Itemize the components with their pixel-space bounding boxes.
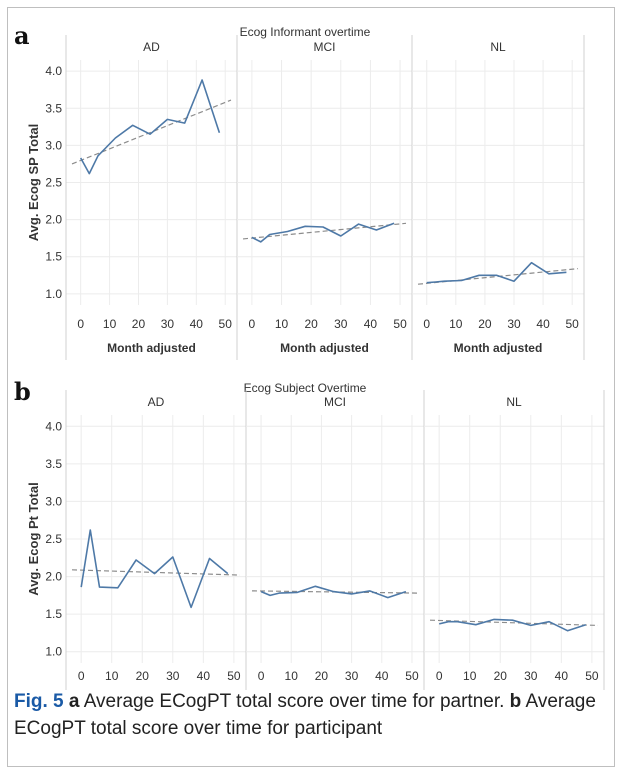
y-tick-label: 3.5: [45, 457, 62, 471]
facet-header-ad: AD: [148, 395, 165, 409]
y-tick-label: 3.0: [45, 494, 62, 508]
x-tick-label: 40: [555, 669, 569, 683]
x-tick-label: 30: [166, 669, 180, 683]
x-tick-label: 10: [463, 669, 477, 683]
y-tick-label: 2.0: [45, 213, 62, 227]
series-line-ad: [80, 529, 229, 609]
caption-part-b-text: Average ECogPT total score over time for…: [14, 691, 596, 739]
x-tick-label: 20: [494, 669, 508, 683]
y-tick-label: 1.0: [45, 287, 62, 301]
trend-line-ad: [71, 99, 232, 165]
x-tick-label: 40: [536, 317, 550, 331]
x-tick-label: 50: [393, 317, 407, 331]
facet-header-nl: NL: [506, 395, 522, 409]
x-tick-label: 0: [77, 317, 84, 331]
x-tick-label: 50: [405, 669, 419, 683]
y-tick-label: 1.5: [45, 607, 62, 621]
x-tick-label: 0: [78, 669, 85, 683]
x-tick-label: 0: [436, 669, 443, 683]
x-tick-label: 30: [334, 317, 348, 331]
series-line-nl: [426, 261, 567, 284]
x-axis-label: Month adjusted: [280, 341, 369, 355]
chart-title: Ecog Subject Overtime: [244, 381, 367, 395]
facet-header-ad: AD: [143, 40, 160, 54]
x-tick-label: 30: [345, 669, 359, 683]
facet-header-mci: MCI: [314, 40, 336, 54]
panel-letter-b: b: [14, 377, 31, 406]
x-tick-label: 0: [423, 317, 430, 331]
x-tick-label: 10: [105, 669, 119, 683]
x-tick-label: 30: [507, 317, 521, 331]
y-tick-label: 3.5: [45, 101, 62, 115]
y-tick-label: 2.5: [45, 176, 62, 190]
y-tick-label: 2.5: [45, 532, 62, 546]
x-tick-label: 20: [304, 317, 318, 331]
x-tick-label: 40: [364, 317, 378, 331]
x-tick-label: 0: [249, 317, 256, 331]
figure-caption: Fig. 5 a Average ECogPT total score over…: [14, 688, 612, 742]
x-tick-label: 30: [161, 317, 175, 331]
series-line-nl: [439, 618, 587, 632]
x-tick-label: 0: [258, 669, 265, 683]
x-tick-label: 20: [315, 669, 329, 683]
caption-part-b-letter: b: [509, 691, 522, 712]
x-tick-label: 20: [132, 317, 146, 331]
caption-fig-label: Fig. 5: [14, 691, 64, 712]
x-tick-label: 10: [285, 669, 299, 683]
figure-charts: a Ecog Informant overtime Avg. Ecog SP Tot…: [14, 21, 605, 690]
x-tick-label: 50: [219, 317, 233, 331]
x-tick-label: 50: [566, 317, 580, 331]
y-axis-label: Avg. Ecog SP Total: [26, 124, 41, 242]
x-tick-label: 10: [275, 317, 289, 331]
y-tick-label: 1.0: [45, 645, 62, 659]
x-axis-label: Month adjusted: [107, 341, 196, 355]
y-tick-label: 4.0: [45, 64, 62, 78]
x-axis-label: Month adjusted: [454, 341, 543, 355]
series-line-ad: [79, 79, 221, 175]
series-line-mci: [251, 222, 395, 243]
x-tick-label: 40: [190, 317, 204, 331]
panel-letter-a: a: [14, 21, 30, 50]
caption-part-a-text: Average ECogPT total score over time for…: [79, 691, 510, 712]
x-tick-label: 50: [227, 669, 241, 683]
facet-header-nl: NL: [490, 40, 506, 54]
y-tick-label: 2.0: [45, 570, 62, 584]
facet-header-mci: MCI: [324, 395, 346, 409]
x-tick-label: 30: [524, 669, 538, 683]
x-tick-label: 10: [103, 317, 117, 331]
chart-title: Ecog Informant overtime: [240, 25, 371, 39]
y-tick-label: 3.0: [45, 138, 62, 152]
caption-part-a-letter: a: [68, 691, 80, 712]
y-tick-label: 1.5: [45, 250, 62, 264]
x-tick-label: 50: [585, 669, 599, 683]
x-tick-label: 40: [375, 669, 389, 683]
x-tick-label: 10: [449, 317, 463, 331]
trend-line-mci: [242, 222, 407, 240]
y-tick-label: 4.0: [45, 419, 62, 433]
series-line-mci: [260, 585, 407, 599]
x-tick-label: 20: [478, 317, 492, 331]
y-axis-label: Avg. Ecog Pt Total: [26, 482, 41, 595]
x-tick-label: 40: [197, 669, 211, 683]
x-tick-label: 20: [136, 669, 150, 683]
